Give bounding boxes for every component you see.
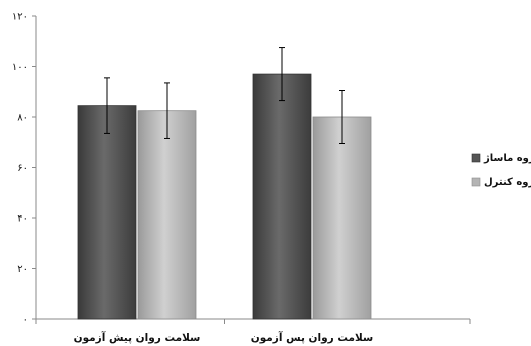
x-category-label: سلامت روان پس آزمون	[251, 331, 374, 344]
labels: ۰ ۲۰ ۴۰ ۶۰ ۸۰ ۱۰۰ ۱۲۰ سلامت روان پیش آزمون سلامت…	[12, 12, 373, 345]
bar-control-pretest	[137, 110, 197, 320]
bar-massage-posttest	[252, 73, 312, 320]
y-tick-label: ۱۰۰	[12, 62, 28, 73]
legend-label: گروه ماساژ	[483, 151, 531, 164]
legend-swatch	[471, 153, 481, 163]
x-category-label: سلامت روان پیش آزمون	[74, 331, 201, 344]
bar-massage-pretest	[77, 105, 137, 320]
legend: گروه ماساژ گروه کنترل	[471, 151, 531, 188]
y-tick-label: ۰	[23, 315, 28, 326]
y-tick-label: ۴۰	[17, 214, 28, 225]
y-tick-label: ۶۰	[17, 163, 28, 174]
y-tick-label: ۲۰	[17, 264, 28, 275]
legend-label: گروه کنترل	[484, 175, 531, 188]
bar-control-posttest	[312, 116, 372, 320]
bars	[77, 73, 372, 320]
y-tick-label: ۱۲۰	[12, 12, 28, 23]
error-bars	[104, 47, 345, 145]
legend-swatch	[471, 177, 481, 187]
y-tick-label: ۸۰	[17, 113, 28, 124]
